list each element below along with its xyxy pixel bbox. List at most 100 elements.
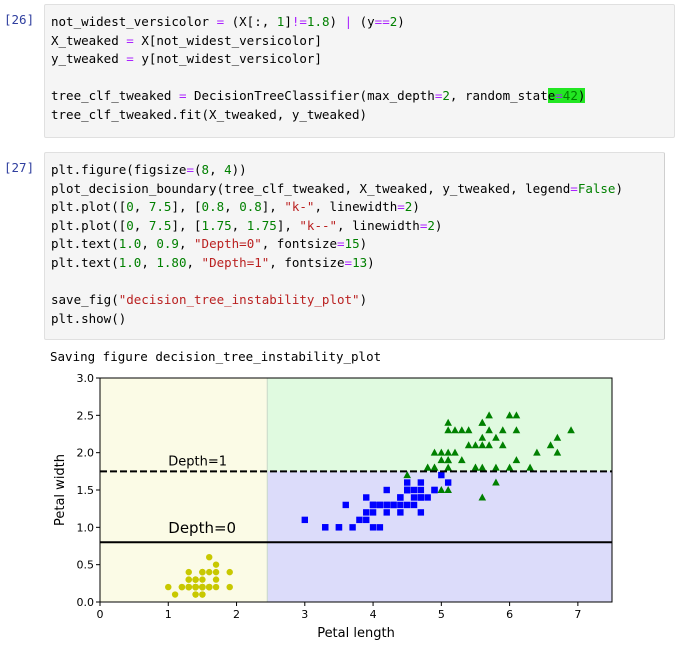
data-point: [171, 591, 179, 598]
data-point: [342, 501, 349, 509]
code-text[interactable]: plt.figure(figsize=(8, 4)) plot_decision…: [51, 162, 623, 326]
data-point: [444, 426, 452, 434]
data-point: [438, 471, 445, 479]
data-point: [485, 426, 493, 434]
data-point: [444, 463, 452, 471]
data-point: [410, 486, 418, 494]
output-stdout: Saving figure decision_tree_instability_…: [50, 349, 382, 364]
data-point: [417, 486, 425, 494]
x-tick-label: 6: [506, 608, 513, 621]
data-point: [451, 448, 459, 456]
data-point: [485, 411, 493, 419]
annotation-label: Depth=0: [168, 519, 236, 537]
data-point: [417, 509, 425, 516]
code-cell-26[interactable]: [26] not_widest_versicolor = (X[:, 1]!=1…: [0, 4, 677, 138]
data-point: [404, 501, 411, 509]
data-point: [335, 524, 343, 531]
data-point: [444, 418, 452, 426]
data-point: [397, 509, 404, 516]
data-point: [178, 583, 186, 591]
data-point: [199, 591, 206, 598]
data-point: [492, 433, 500, 441]
y-axis-label: Petal width: [53, 454, 68, 526]
data-point: [437, 486, 446, 493]
data-point: [369, 524, 377, 531]
data-point: [185, 576, 192, 583]
data-point: [451, 426, 459, 434]
x-tick-label: 3: [301, 608, 308, 621]
data-point: [512, 426, 521, 434]
data-point: [185, 568, 192, 576]
data-point: [512, 456, 521, 464]
data-point: [390, 501, 397, 509]
data-point: [363, 494, 370, 501]
data-point: [363, 516, 370, 524]
data-point: [431, 486, 438, 494]
data-point: [478, 441, 487, 449]
data-point: [471, 441, 480, 449]
data-point: [404, 479, 411, 486]
data-point: [526, 463, 534, 471]
y-tick-label: 0.0: [77, 596, 95, 609]
data-point: [206, 554, 213, 561]
data-point: [492, 478, 500, 486]
data-point: [417, 494, 425, 501]
code-text[interactable]: not_widest_versicolor = (X[:, 1]!=1.8) |…: [51, 14, 586, 122]
data-point: [199, 583, 206, 591]
data-point: [226, 583, 233, 591]
data-point: [464, 441, 473, 449]
data-point: [212, 576, 220, 583]
x-tick-label: 1: [165, 608, 172, 621]
decision-region: [267, 378, 612, 472]
data-point: [199, 568, 206, 576]
data-point: [458, 456, 466, 464]
data-point: [199, 576, 206, 583]
y-tick-label: 2.5: [77, 409, 95, 422]
data-point: [478, 418, 487, 426]
x-tick-label: 7: [574, 608, 581, 621]
data-point: [478, 463, 487, 471]
data-point: [397, 501, 404, 509]
data-point: [383, 509, 390, 516]
data-point: [322, 524, 329, 531]
data-point: [498, 426, 507, 434]
code-editor[interactable]: plt.figure(figsize=(8, 4)) plot_decision…: [44, 152, 665, 340]
data-point: [417, 479, 425, 486]
data-point: [464, 426, 473, 434]
data-point: [437, 448, 446, 456]
x-tick-label: 0: [97, 608, 104, 621]
data-point: [430, 448, 439, 456]
decision-boundary-plot: Depth=0 Depth=1 0 1 2 3 4 5 6 7 0.0 0.5 1.0 1.5 2.0 2.5…: [53, 372, 613, 641]
data-point: [206, 583, 213, 591]
data-point: [444, 448, 452, 456]
data-point: [505, 463, 514, 471]
data-point: [404, 486, 411, 494]
x-tick-label: 2: [233, 608, 240, 621]
y-tick-label: 1.5: [77, 484, 95, 497]
data-point: [478, 433, 487, 441]
data-point: [376, 501, 384, 509]
data-point: [424, 494, 431, 501]
data-point: [383, 486, 390, 494]
data-point: [403, 471, 411, 479]
data-point: [410, 501, 418, 509]
decision-region: [267, 471, 612, 602]
data-point: [192, 576, 199, 583]
code-cell-27[interactable]: [27] plt.figure(figsize=(8, 4)) plot_dec…: [0, 152, 677, 340]
data-point: [363, 509, 370, 516]
data-point: [192, 583, 199, 591]
y-tick-label: 3.0: [77, 372, 95, 385]
data-point: [376, 524, 384, 531]
data-point: [301, 516, 308, 524]
data-point: [505, 411, 514, 419]
data-point: [423, 463, 432, 471]
data-point: [458, 426, 466, 434]
data-point: [444, 479, 452, 486]
data-point: [369, 501, 377, 509]
code-editor[interactable]: not_widest_versicolor = (X[:, 1]!=1.8) |…: [44, 4, 675, 138]
cell-prompt: [27]: [4, 160, 35, 175]
data-point: [383, 501, 390, 509]
data-point: [397, 494, 404, 501]
data-point: [485, 441, 493, 449]
y-tick-label: 2.0: [77, 447, 95, 460]
